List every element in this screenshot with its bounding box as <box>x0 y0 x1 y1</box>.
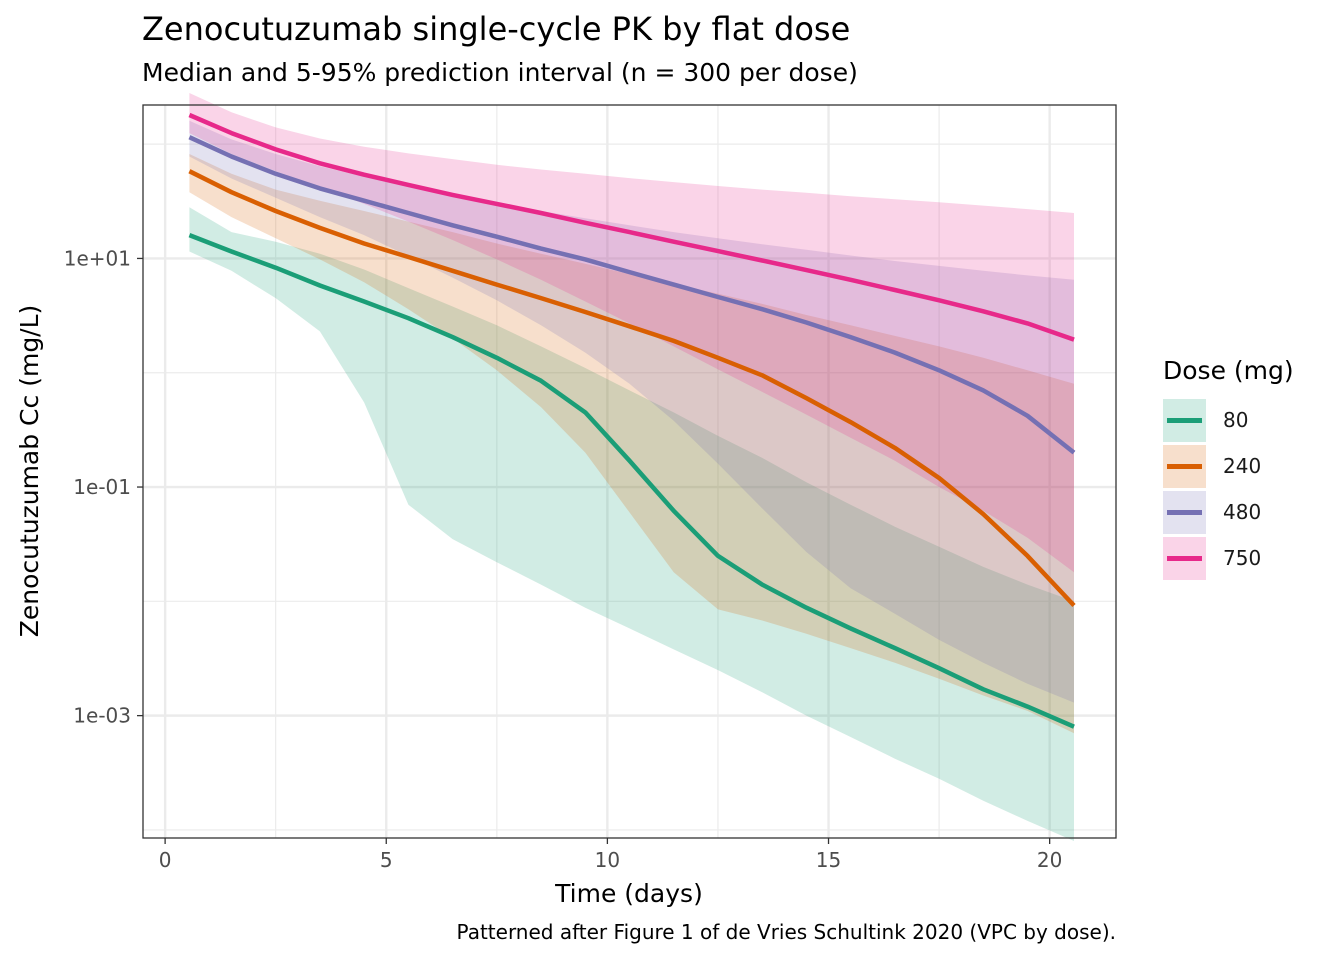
prediction-bands <box>189 93 1074 842</box>
y-tick-label: 1e-01 <box>73 475 131 499</box>
chart-caption: Patterned after Figure 1 of de Vries Sch… <box>456 920 1116 944</box>
legend-key <box>1163 537 1206 580</box>
y-axis-title: Zenocutuzumab Cc (mg/L) <box>15 305 44 638</box>
median-line-dose-480 <box>188 135 1076 455</box>
chart-title: Zenocutuzumab single-cycle PK by flat do… <box>142 10 851 48</box>
x-tick-label: 0 <box>159 848 172 872</box>
x-axis: 0 5 10 15 20 <box>159 838 1062 872</box>
x-tick-label: 20 <box>1037 848 1062 872</box>
chart-subtitle: Median and 5-95% prediction interval (n … <box>142 58 858 87</box>
x-tick-label: 10 <box>595 848 620 872</box>
x-axis-title: Time (days) <box>554 879 703 908</box>
legend-key <box>1163 491 1206 534</box>
legend-item-480: 480 <box>1163 491 1294 537</box>
legend-title: Dose (mg) <box>1163 356 1294 385</box>
band-dose-80 <box>189 207 1074 842</box>
y-tick-label: 1e-03 <box>73 704 131 728</box>
legend-label: 80 <box>1223 408 1249 432</box>
y-axis: 1e-03 1e-01 1e+01 <box>64 246 143 728</box>
legend-item-750: 750 <box>1163 537 1294 583</box>
legend-label: 480 <box>1223 500 1262 524</box>
y-tick-label: 1e+01 <box>64 246 131 270</box>
legend-items: 80 240 480 750 <box>1163 399 1294 583</box>
legend-key <box>1163 399 1206 442</box>
legend-item-80: 80 <box>1163 399 1294 445</box>
median-line-dose-750 <box>188 112 1075 342</box>
median-line-dose-80 <box>188 233 1075 729</box>
legend-key <box>1163 445 1206 488</box>
median-line-dose-240 <box>188 169 1076 608</box>
legend: Dose (mg) 80 240 480 750 <box>1163 356 1294 583</box>
legend-item-240: 240 <box>1163 445 1294 491</box>
band-dose-480 <box>189 120 1074 703</box>
x-tick-label: 5 <box>380 848 393 872</box>
legend-label: 750 <box>1223 546 1262 570</box>
x-tick-label: 15 <box>816 848 841 872</box>
legend-label: 240 <box>1223 454 1262 478</box>
band-dose-240 <box>189 154 1074 734</box>
median-lines <box>188 112 1076 729</box>
panel-border <box>142 104 1117 839</box>
